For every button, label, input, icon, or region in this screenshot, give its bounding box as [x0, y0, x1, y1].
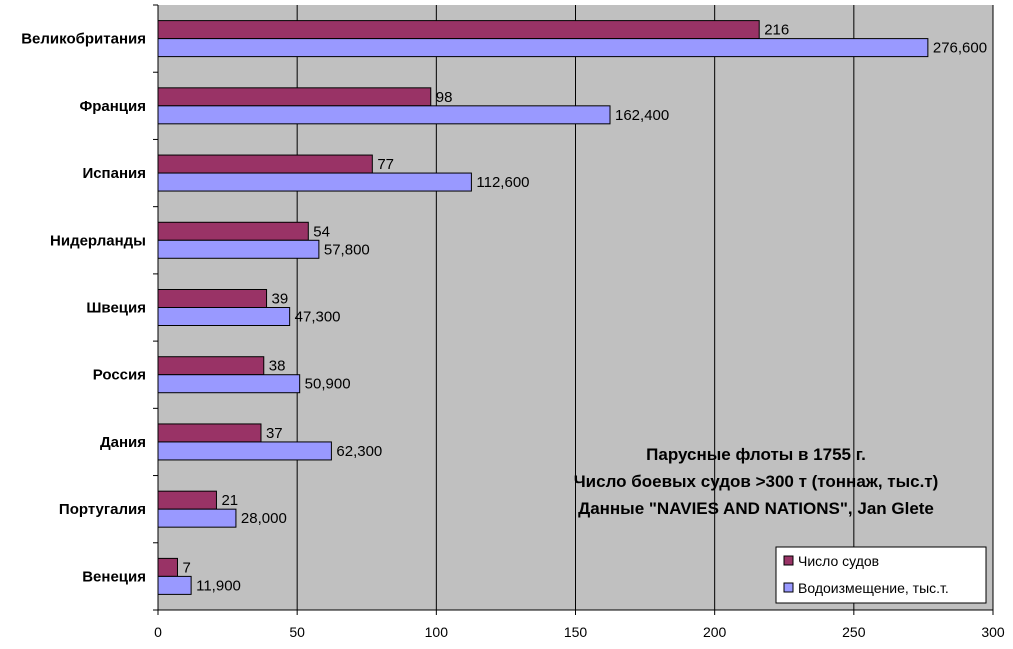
bar-ships — [157, 423, 262, 443]
category-label: Великобритания — [21, 31, 146, 48]
data-label: 50,900 — [305, 376, 351, 393]
legend: Число судов Водоизмещение, тыс.т. — [775, 546, 987, 604]
data-label: 21 — [221, 492, 238, 509]
x-tick-label: 100 — [425, 624, 449, 640]
category-label: Франция — [79, 98, 146, 115]
bar-ships — [157, 87, 432, 107]
bar-displacement — [157, 239, 320, 259]
category-label: Нидерланды — [50, 232, 146, 249]
bar-ships — [157, 20, 760, 40]
category-label: Венеция — [82, 568, 146, 585]
bar-displacement — [157, 508, 237, 528]
x-tick-label: 50 — [289, 624, 305, 640]
data-label: 57,800 — [324, 241, 370, 258]
chart-annotation: Парусные флоты в 1755 г. Число боевых су… — [574, 445, 939, 518]
data-label: 162,400 — [615, 107, 669, 124]
bar-displacement — [157, 307, 291, 326]
bar-ships — [157, 490, 217, 510]
annotation-line-3: Данные "NAVIES AND NATIONS", Jan Glete — [578, 499, 934, 518]
data-label: 98 — [436, 89, 453, 106]
data-label: 7 — [182, 559, 190, 576]
x-tick-label: 300 — [981, 624, 1005, 640]
legend-box — [775, 546, 987, 604]
data-label: 276,600 — [933, 40, 987, 57]
bar-displacement — [157, 105, 611, 125]
bar-displacement — [157, 441, 332, 461]
annotation-line-1: Парусные флоты в 1755 г. — [646, 445, 866, 464]
data-label: 11,900 — [196, 577, 241, 594]
category-label: Португалия — [59, 501, 146, 518]
bar-displacement — [157, 172, 472, 192]
annotation-line-2: Число боевых судов >300 т (тоннаж, тыс.т… — [574, 472, 939, 491]
legend-label-displacement: Водоизмещение, тыс.т. — [798, 580, 949, 596]
category-label: Россия — [93, 367, 146, 384]
x-tick-labels: 0 50 100 150 200 250 300 — [154, 624, 1005, 640]
category-label: Испания — [82, 165, 146, 182]
legend-swatch-ships — [783, 555, 794, 566]
data-label: 216 — [764, 22, 789, 39]
data-label: 28,000 — [241, 510, 287, 527]
category-label: Дания — [100, 434, 146, 451]
x-tick-label: 0 — [154, 624, 162, 640]
x-tick-label: 250 — [842, 624, 866, 640]
category-labels: Великобритания Франция Испания Нидерланды Шв… — [21, 31, 146, 586]
legend-label-ships: Число судов — [798, 553, 879, 569]
data-label: 54 — [313, 223, 330, 240]
bar-displacement — [157, 38, 929, 58]
bar-displacement — [157, 575, 192, 595]
bar-displacement — [157, 374, 301, 394]
data-label: 38 — [269, 358, 286, 375]
data-label: 47,300 — [295, 309, 341, 326]
bar-ships — [157, 154, 373, 174]
x-tick-label: 200 — [703, 624, 727, 640]
bar-ships — [157, 289, 268, 308]
data-label: 62,300 — [336, 443, 382, 460]
data-label: 39 — [272, 291, 289, 308]
bar-ships — [157, 557, 178, 577]
data-label: 112,600 — [476, 174, 529, 191]
legend-swatch-displacement — [783, 582, 794, 593]
axes — [153, 4, 994, 615]
bar-ships — [157, 356, 265, 376]
x-tick-label: 150 — [564, 624, 588, 640]
category-label: Швеция — [86, 300, 146, 317]
data-label: 77 — [377, 156, 394, 173]
bar-ships — [157, 221, 309, 241]
data-label: 37 — [266, 425, 283, 442]
